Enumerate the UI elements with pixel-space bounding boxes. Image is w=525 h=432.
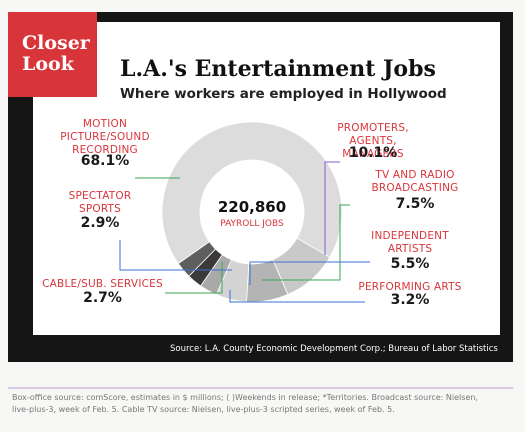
value-label: 2.7% <box>83 290 122 306</box>
slice-label: SPECTATOR SPORTS <box>68 190 132 215</box>
leaders <box>119 161 370 303</box>
value-label: 5.5% <box>390 256 430 272</box>
chart-subtitle: Where workers are employed in Hollywood <box>120 86 447 102</box>
value-label: 68.1% <box>80 153 130 169</box>
badge: Closer Look <box>8 12 97 97</box>
value-label: 10.1% <box>348 145 398 161</box>
slice-label: TV AND RADIO BROADCASTING <box>371 169 459 194</box>
slice-label: PROMOTERS, AGENTS, MANAGERS <box>337 122 409 160</box>
center-label: 220,860 <box>218 198 286 216</box>
value-label: 7.5% <box>395 196 435 212</box>
source: Source: L.A. County Economic Development… <box>170 344 498 354</box>
slice-label: MOTION PICTURE/SOUND RECORDING <box>60 118 150 156</box>
slice-label: CABLE/SUB. SERVICES <box>42 278 163 290</box>
value-label: 3.2% <box>390 292 430 308</box>
slice <box>177 241 217 277</box>
chart-title: L.A.'s Entertainment Jobs <box>120 56 436 82</box>
slice-label: INDEPENDENT ARTISTS <box>371 230 449 255</box>
center-sublabel: PAYROLL JOBS <box>220 219 284 229</box>
slice-label: PERFORMING ARTS <box>358 281 462 293</box>
footnote: Box-office source: comScore, estimates i… <box>12 393 478 414</box>
value-label: 2.9% <box>80 215 120 231</box>
